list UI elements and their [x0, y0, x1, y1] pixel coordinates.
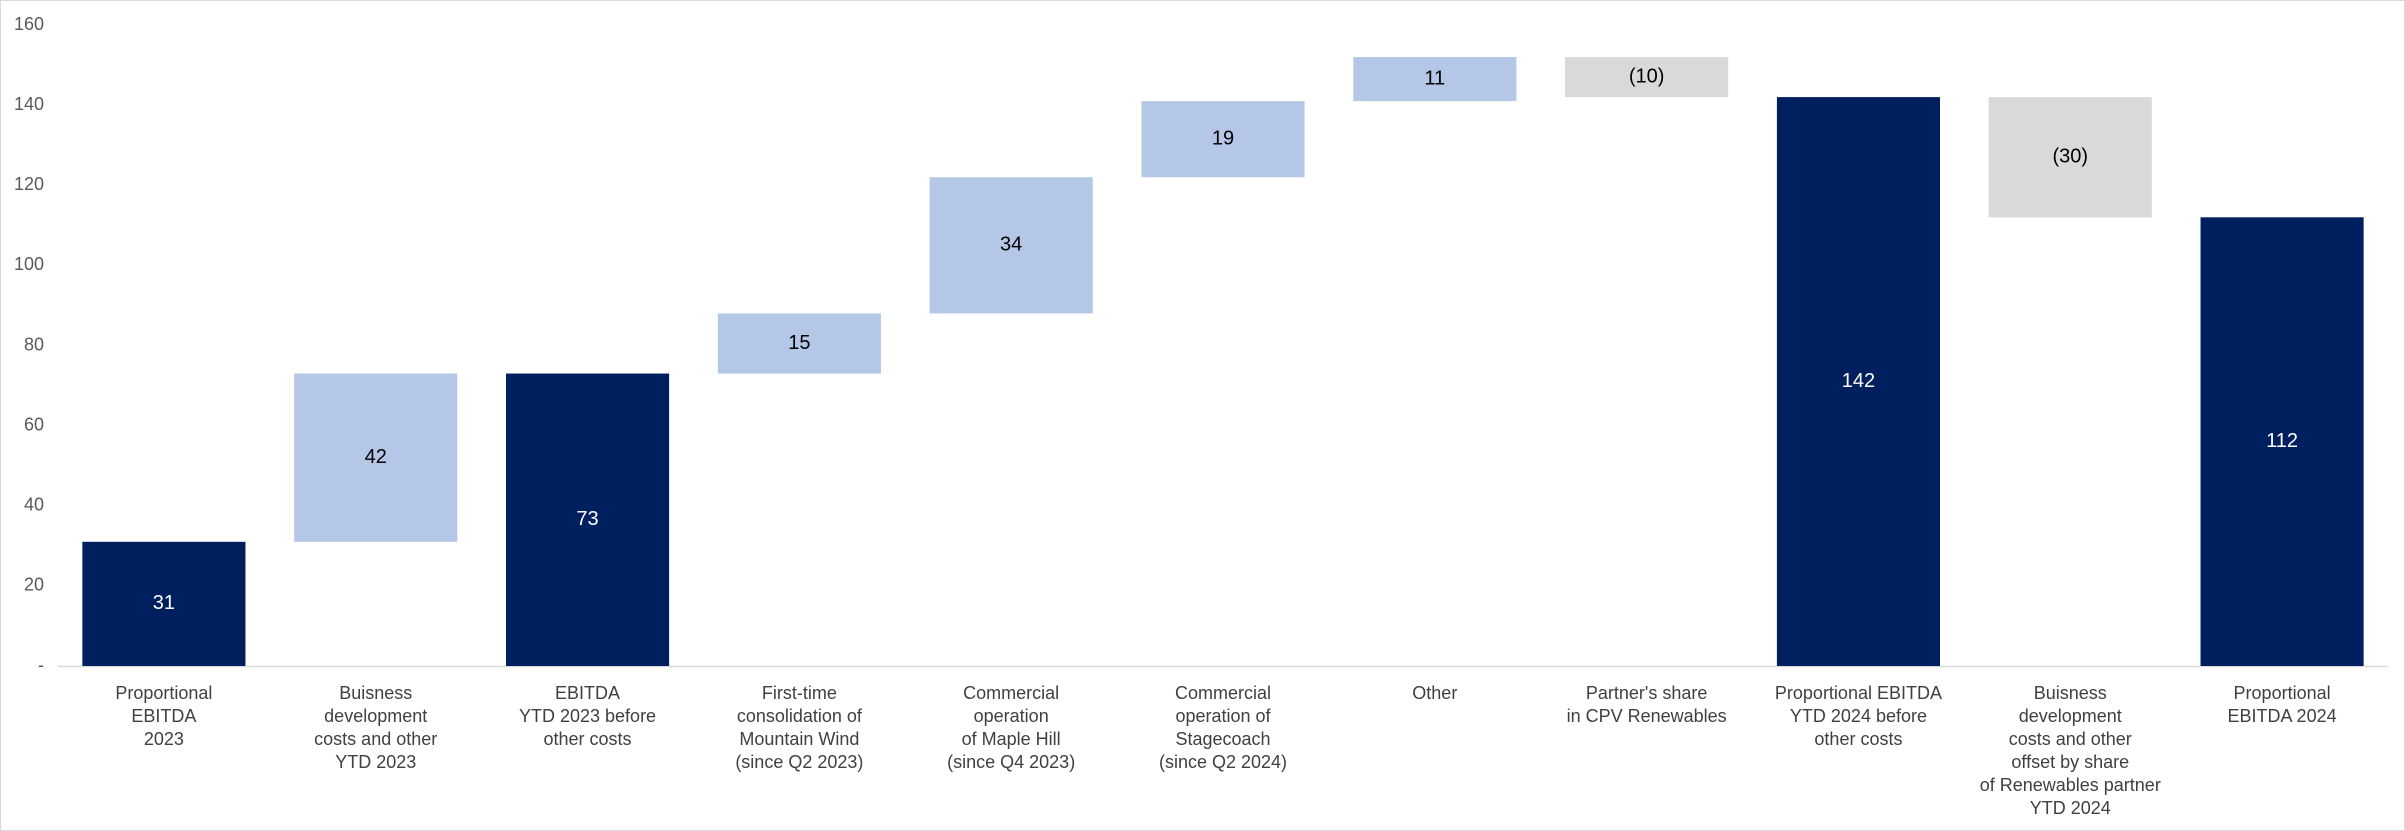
value-label: 34: [1000, 234, 1022, 256]
bar: [2200, 217, 2364, 667]
value-label: 11: [1424, 67, 1445, 89]
bar: [1141, 101, 1305, 178]
y-tick-label: -: [38, 655, 44, 675]
bar: [1776, 97, 1941, 667]
bar: [82, 541, 246, 666]
y-tick-label: 140: [14, 94, 44, 114]
value-label: 112: [2266, 430, 2298, 452]
value-label: 15: [788, 332, 810, 354]
x-tick-label: First-time consolidation of Mountain Win…: [735, 683, 864, 772]
bar: [1988, 97, 2152, 218]
bar: [505, 373, 670, 666]
y-tick-label: 80: [24, 334, 44, 354]
value-label: 19: [1212, 127, 1234, 149]
value-label: (10): [1629, 65, 1665, 87]
bar: [1353, 57, 1517, 102]
bar: [717, 313, 881, 374]
x-tick-label: Buisness development costs and other off…: [1979, 683, 2161, 818]
bar: [929, 177, 1093, 314]
y-tick-label: 40: [24, 495, 44, 515]
value-label: 42: [365, 446, 387, 468]
x-tick-label: Commercial operation of Stagecoach (sinc…: [1158, 683, 1288, 772]
y-tick-label: 60: [24, 414, 44, 434]
x-tick-label: Partner's share in CPV Renewables: [1566, 683, 1727, 726]
x-tick-label: Proportional EBITDA 2023: [115, 683, 213, 749]
x-tick-label: Proportional EBITDA YTD 2024 before othe…: [1774, 683, 1942, 749]
y-tick-label: 160: [14, 14, 44, 34]
x-tick-label: Other: [1412, 683, 1458, 703]
y-tick-label: 120: [14, 174, 44, 194]
value-label: 73: [576, 508, 598, 530]
x-tick-label: Commercial operation of Maple Hill (sinc…: [947, 683, 1076, 772]
y-tick-label: 100: [14, 254, 44, 274]
value-label: 142: [1842, 370, 1875, 392]
x-tick-label: Proportional EBITDA 2024: [2227, 683, 2337, 726]
bar: [294, 373, 458, 542]
x-tick-label: EBITDA YTD 2023 before other costs: [518, 683, 657, 749]
x-tick-label: Buisness development costs and other YTD…: [314, 683, 438, 772]
value-label: 31: [153, 592, 175, 614]
y-tick-label: 20: [24, 575, 44, 595]
bar: [1565, 57, 1729, 98]
value-label: (30): [2052, 145, 2088, 167]
